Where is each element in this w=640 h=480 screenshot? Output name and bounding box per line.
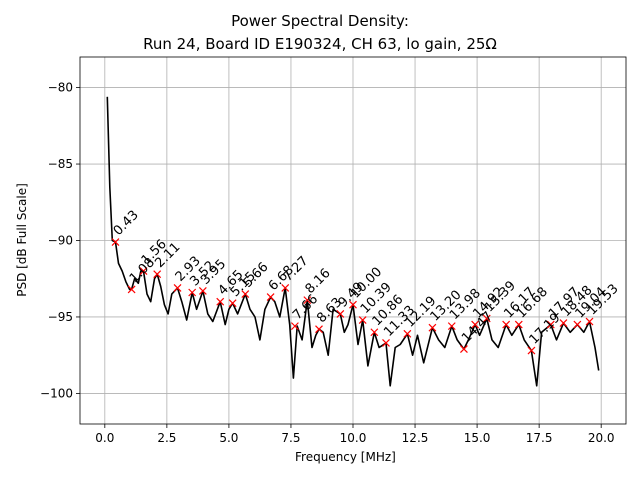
peak-marker	[266, 293, 275, 302]
chart-title-line-2: Run 24, Board ID E190324, CH 63, lo gain…	[143, 35, 497, 53]
peak-label: 0.43	[111, 208, 142, 239]
peak-label: 8.16	[303, 266, 334, 297]
peak-marker-stroke	[573, 320, 582, 329]
peak-marker-stroke	[139, 267, 148, 276]
peak-marker-stroke	[502, 320, 511, 329]
peak-marker	[291, 322, 299, 331]
peak-marker	[428, 323, 437, 332]
peak-marker	[315, 325, 323, 334]
peak-marker	[514, 320, 523, 329]
peak-marker-stroke	[403, 329, 412, 338]
y-tick-label: −80	[48, 81, 73, 95]
peak-marker	[573, 320, 582, 329]
peak-marker	[370, 328, 379, 337]
x-tick-label: 15.0	[464, 431, 491, 445]
peak-label: 7.27	[280, 254, 311, 285]
peak-labels: 0.431.081.562.112.933.523.954.655.155.66…	[111, 208, 622, 348]
peak-marker-stroke	[291, 322, 299, 331]
peak-marker	[173, 283, 182, 292]
x-tick-label: 10.0	[340, 431, 367, 445]
x-axis-label: Frequency [MHz]	[295, 450, 396, 464]
peak-marker-stroke	[514, 320, 523, 329]
x-tick-label: 20.0	[588, 431, 615, 445]
peak-marker	[382, 339, 390, 347]
y-tick-label: −100	[40, 386, 73, 400]
x-tick-label: 0.0	[95, 431, 114, 445]
peak-marker	[198, 287, 207, 295]
peak-marker	[281, 283, 290, 292]
peak-markers	[111, 238, 594, 355]
peak-marker-stroke	[127, 285, 136, 294]
x-tick-label: 2.5	[157, 431, 176, 445]
peak-label: 5.66	[241, 260, 272, 291]
peak-marker	[303, 296, 312, 305]
peak-marker-stroke	[111, 238, 120, 246]
peak-marker	[559, 319, 568, 327]
peak-marker-stroke	[349, 300, 357, 309]
ticks: 0.0 2.5 5.0 7.5 10.0 12.5 15.0 17.5 20.0 −100 −95 −…	[40, 81, 615, 445]
peak-marker-stroke	[447, 322, 456, 331]
peak-marker	[139, 267, 148, 276]
peak-marker	[188, 288, 197, 297]
peak-marker	[216, 297, 225, 306]
y-axis-label: PSD [dB Full Scale]	[15, 183, 29, 297]
peak-marker	[546, 320, 555, 329]
y-tick-label: −90	[48, 234, 73, 248]
peak-marker	[585, 317, 594, 326]
peak-marker-stroke	[460, 345, 468, 353]
chart-title-line-1: Power Spectral Density:	[231, 12, 409, 30]
peak-marker-stroke	[585, 317, 594, 326]
peak-marker-stroke	[266, 293, 275, 302]
peak-marker-stroke	[216, 297, 225, 306]
peak-marker-stroke	[336, 309, 345, 318]
x-tick-label: 7.5	[281, 431, 300, 445]
peak-marker	[482, 314, 491, 323]
peak-marker	[403, 329, 412, 338]
peak-marker-stroke	[173, 283, 182, 292]
peak-marker-stroke	[382, 339, 390, 347]
peak-marker-stroke	[428, 323, 437, 332]
peak-marker-stroke	[482, 314, 491, 323]
psd-series-line	[106, 96, 600, 387]
peak-marker-stroke	[358, 316, 367, 324]
peak-marker-stroke	[471, 320, 480, 329]
peak-marker-stroke	[370, 328, 379, 337]
peak-marker	[336, 309, 345, 318]
peak-marker	[527, 346, 536, 355]
peak-marker	[349, 300, 357, 309]
peak-marker-stroke	[546, 320, 555, 329]
peak-marker	[228, 299, 237, 308]
peak-marker-stroke	[315, 325, 323, 334]
peak-marker-stroke	[281, 283, 290, 292]
peak-marker-stroke	[303, 296, 312, 305]
peak-marker-stroke	[559, 319, 568, 327]
peak-marker-stroke	[188, 288, 197, 297]
psd-line	[106, 96, 600, 387]
peak-marker-stroke	[228, 299, 237, 308]
peak-marker-stroke	[241, 290, 250, 298]
peak-marker-stroke	[527, 346, 536, 355]
peak-marker	[358, 316, 367, 324]
y-tick-label: −95	[48, 310, 73, 324]
peak-marker	[447, 322, 456, 331]
x-tick-label: 12.5	[402, 431, 429, 445]
peak-marker	[153, 270, 162, 279]
peak-marker	[241, 290, 250, 298]
y-tick-label: −85	[48, 157, 73, 171]
peak-marker	[502, 320, 511, 329]
peak-marker	[471, 320, 480, 329]
peak-marker-stroke	[153, 270, 162, 279]
x-tick-label: 17.5	[526, 431, 553, 445]
x-tick-label: 5.0	[219, 431, 238, 445]
peak-marker	[111, 238, 120, 246]
peak-marker	[127, 285, 136, 294]
peak-marker-stroke	[198, 287, 207, 295]
peak-marker	[460, 345, 468, 353]
